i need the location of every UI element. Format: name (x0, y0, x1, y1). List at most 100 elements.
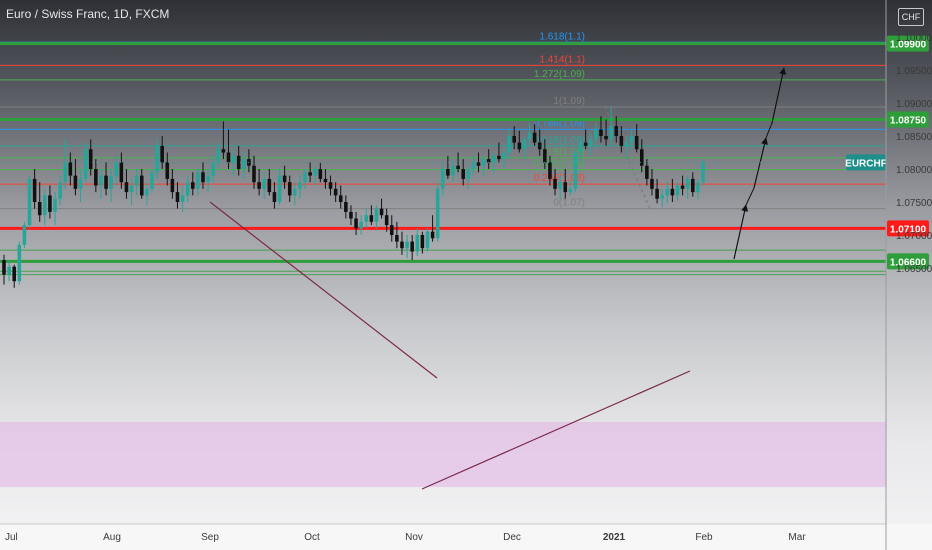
candle (466, 165, 471, 189)
candle-body (410, 241, 414, 252)
candle (543, 139, 547, 169)
candle-body (242, 159, 246, 169)
candle (430, 215, 435, 242)
candle (287, 175, 292, 202)
candle-body (170, 178, 175, 193)
candle (497, 142, 501, 163)
candle-body (507, 136, 511, 153)
candle (599, 116, 603, 143)
candle-body (99, 175, 103, 186)
candle-body (680, 185, 685, 189)
candle (221, 121, 226, 160)
candle (68, 152, 73, 186)
candle-body (400, 241, 404, 249)
candle-body (17, 244, 22, 282)
candle-body (236, 155, 241, 169)
candle-body (150, 172, 154, 189)
candle-body (155, 145, 159, 173)
candle (410, 235, 414, 261)
candle (211, 155, 215, 183)
candle-body (645, 165, 649, 179)
candle (665, 182, 670, 204)
candle-body (563, 182, 568, 193)
candle (476, 152, 481, 173)
level-badge-text-3: 1.06600 (890, 257, 927, 268)
descending-trendline[interactable] (209, 201, 438, 379)
level-badge-text-1: 1.08750 (890, 116, 927, 127)
currency-button[interactable]: CHF (898, 8, 924, 26)
candle-body (221, 149, 226, 153)
candle (150, 169, 154, 193)
candle-body (338, 195, 343, 202)
candle-body (349, 211, 353, 219)
candle (619, 126, 624, 153)
candle (303, 169, 307, 189)
candle (405, 235, 409, 259)
candle-body (58, 182, 62, 199)
candle-body (22, 225, 27, 245)
candle-body (435, 188, 440, 239)
candle-body (379, 208, 384, 216)
candle-body (512, 136, 517, 143)
candle-body (298, 182, 302, 189)
candle-body (578, 142, 583, 153)
candle-body (303, 172, 307, 183)
candle (206, 169, 210, 193)
candle-body (619, 136, 624, 146)
candle (196, 169, 200, 196)
candle-body (451, 165, 455, 176)
candle (180, 185, 185, 212)
candle (298, 175, 302, 199)
x-tick-label: Feb (695, 532, 713, 543)
y-tick-label: 1.07000 (896, 231, 932, 242)
candle-body (165, 162, 170, 179)
candle (78, 169, 83, 202)
candle (675, 182, 680, 201)
candle-body (277, 175, 282, 202)
candle (680, 175, 685, 196)
candle (420, 231, 425, 254)
candle (109, 169, 113, 202)
candle-body (471, 162, 476, 169)
candle (425, 228, 430, 252)
candle (277, 169, 282, 206)
candle (17, 241, 22, 285)
candle (48, 185, 52, 219)
candle-body (129, 185, 134, 193)
candle (359, 215, 363, 235)
candle-body (318, 169, 323, 179)
candle-body (543, 149, 547, 163)
candle-body (53, 198, 57, 212)
candle-body (287, 182, 292, 196)
candle (185, 175, 190, 202)
candle (139, 169, 144, 199)
candle-body (308, 172, 312, 176)
candle (639, 139, 644, 173)
candle-body (527, 132, 532, 140)
candle (165, 152, 170, 186)
candle (369, 205, 374, 226)
candle-body (497, 155, 501, 160)
candle-body (88, 149, 93, 169)
candle-body (196, 172, 200, 189)
candle (119, 152, 124, 189)
candle-body (354, 218, 358, 229)
candle-body (384, 215, 389, 226)
candle (338, 185, 343, 209)
candle-body (282, 175, 287, 183)
candle-body (548, 162, 552, 179)
candle (318, 162, 323, 183)
candle-body (537, 142, 542, 150)
candle-body (7, 266, 11, 275)
x-tick-label: Nov (405, 532, 423, 543)
candle-body (502, 152, 506, 160)
candle (395, 221, 399, 249)
ascending-trendline[interactable] (421, 370, 691, 490)
candle-body (639, 149, 644, 166)
candle (160, 136, 164, 169)
fib-label-1: 1.414(1.1) (539, 54, 585, 65)
candle (655, 178, 659, 204)
projection-arrow-path[interactable] (733, 67, 785, 260)
candle (583, 129, 588, 150)
